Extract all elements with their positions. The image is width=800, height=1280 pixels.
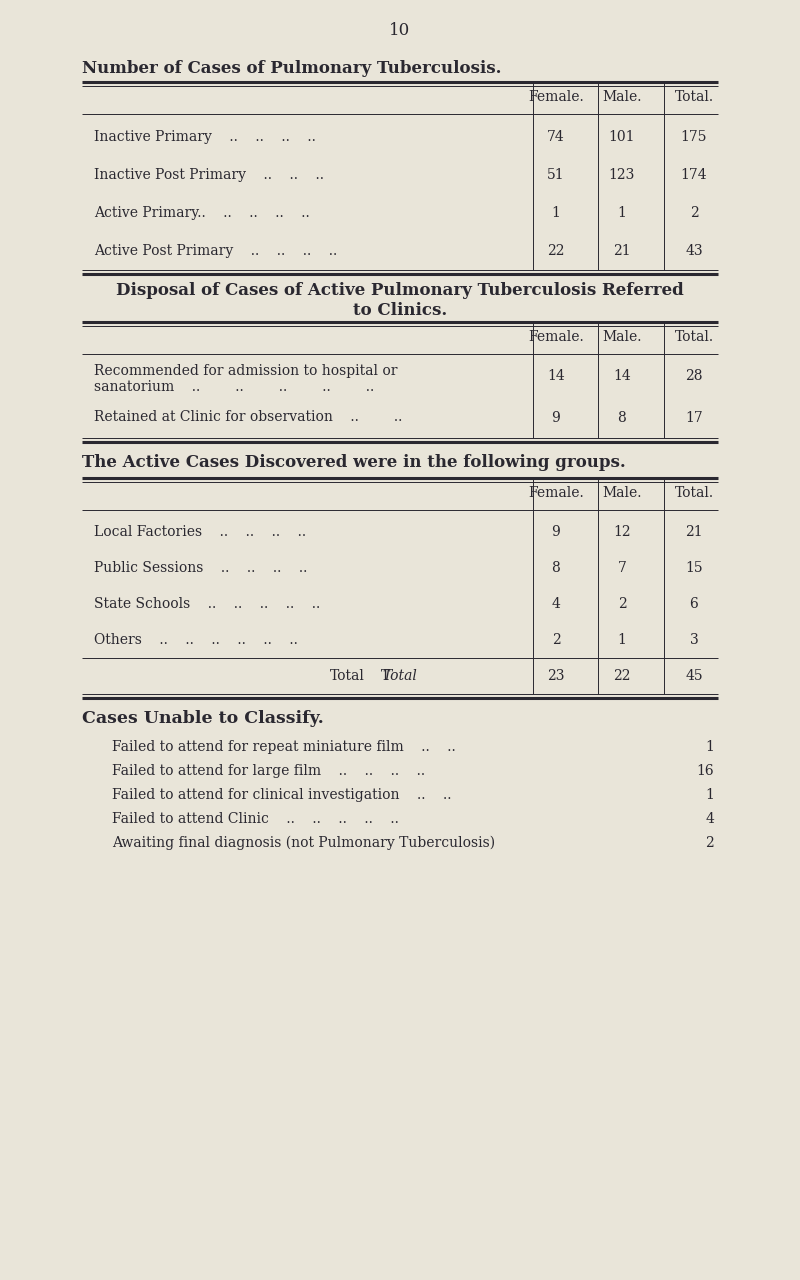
Text: 9: 9 [552,411,560,425]
Text: 175: 175 [681,131,707,143]
Text: 1: 1 [618,634,626,646]
Text: 1: 1 [551,206,561,220]
Text: 3: 3 [690,634,698,646]
Text: 14: 14 [613,369,631,383]
Text: Male.: Male. [602,90,642,104]
Text: 74: 74 [547,131,565,143]
Text: 17: 17 [685,411,703,425]
Text: 22: 22 [614,669,630,684]
Text: 1: 1 [618,206,626,220]
Text: Recommended for admission to hospital or: Recommended for admission to hospital or [94,364,398,378]
Text: 174: 174 [681,168,707,182]
Text: 4: 4 [705,812,714,826]
Text: Male.: Male. [602,330,642,344]
Text: 7: 7 [618,561,626,575]
Text: 21: 21 [685,525,703,539]
Text: Cases Unable to Classify.: Cases Unable to Classify. [82,710,324,727]
Text: Active Primary..    ..    ..    ..    ..: Active Primary.. .. .. .. .. [94,206,310,220]
Text: Total: Total [382,669,418,684]
Text: 28: 28 [686,369,702,383]
Text: Local Factories    ..    ..    ..    ..: Local Factories .. .. .. .. [94,525,306,539]
Text: 14: 14 [547,369,565,383]
Text: 8: 8 [618,411,626,425]
Text: 23: 23 [547,669,565,684]
Text: Number of Cases of Pulmonary Tuberculosis.: Number of Cases of Pulmonary Tuberculosi… [82,60,502,77]
Text: Failed to attend for large film    ..    ..    ..    ..: Failed to attend for large film .. .. ..… [112,764,425,778]
Text: Inactive Post Primary    ..    ..    ..: Inactive Post Primary .. .. .. [94,168,324,182]
Text: 10: 10 [390,22,410,38]
Text: 2: 2 [690,206,698,220]
Text: Retained at Clinic for observation    ..        ..: Retained at Clinic for observation .. .. [94,410,402,424]
Text: Total.: Total. [674,330,714,344]
Text: State Schools    ..    ..    ..    ..    ..: State Schools .. .. .. .. .. [94,596,320,611]
Text: Female.: Female. [528,486,584,500]
Text: to Clinics.: to Clinics. [353,302,447,319]
Text: Others    ..    ..    ..    ..    ..    ..: Others .. .. .. .. .. .. [94,634,298,646]
Text: Inactive Primary    ..    ..    ..    ..: Inactive Primary .. .. .. .. [94,131,316,143]
Text: Total: Total [330,669,365,684]
Text: Disposal of Cases of Active Pulmonary Tuberculosis Referred: Disposal of Cases of Active Pulmonary Tu… [116,282,684,300]
Text: 2: 2 [618,596,626,611]
Text: 22: 22 [547,244,565,259]
Text: 8: 8 [552,561,560,575]
Text: Failed to attend for repeat miniature film    ..    ..: Failed to attend for repeat miniature fi… [112,740,456,754]
Text: 51: 51 [547,168,565,182]
Text: Public Sessions    ..    ..    ..    ..: Public Sessions .. .. .. .. [94,561,307,575]
Text: Failed to attend for clinical investigation    ..    ..: Failed to attend for clinical investigat… [112,788,451,803]
Text: 9: 9 [552,525,560,539]
Text: Failed to attend Clinic    ..    ..    ..    ..    ..: Failed to attend Clinic .. .. .. .. .. [112,812,399,826]
Text: 2: 2 [552,634,560,646]
Text: Male.: Male. [602,486,642,500]
Text: 21: 21 [613,244,631,259]
Text: 6: 6 [690,596,698,611]
Text: 4: 4 [551,596,561,611]
Text: sanatorium    ..        ..        ..        ..        ..: sanatorium .. .. .. .. .. [94,380,374,394]
Text: 43: 43 [685,244,703,259]
Text: Female.: Female. [528,90,584,104]
Text: The Active Cases Discovered were in the following groups.: The Active Cases Discovered were in the … [82,454,626,471]
Text: 15: 15 [685,561,703,575]
Text: 16: 16 [696,764,714,778]
Text: 101: 101 [609,131,635,143]
Text: T: T [381,669,390,684]
Text: 45: 45 [685,669,703,684]
Text: Awaiting final diagnosis (not Pulmonary Tuberculosis): Awaiting final diagnosis (not Pulmonary … [112,836,495,850]
Text: Active Post Primary    ..    ..    ..    ..: Active Post Primary .. .. .. .. [94,244,338,259]
Text: Total.: Total. [674,90,714,104]
Text: 1: 1 [705,788,714,803]
Text: 2: 2 [706,836,714,850]
Text: Female.: Female. [528,330,584,344]
Text: 12: 12 [613,525,631,539]
Text: 123: 123 [609,168,635,182]
Text: 1: 1 [705,740,714,754]
Text: Total.: Total. [674,486,714,500]
